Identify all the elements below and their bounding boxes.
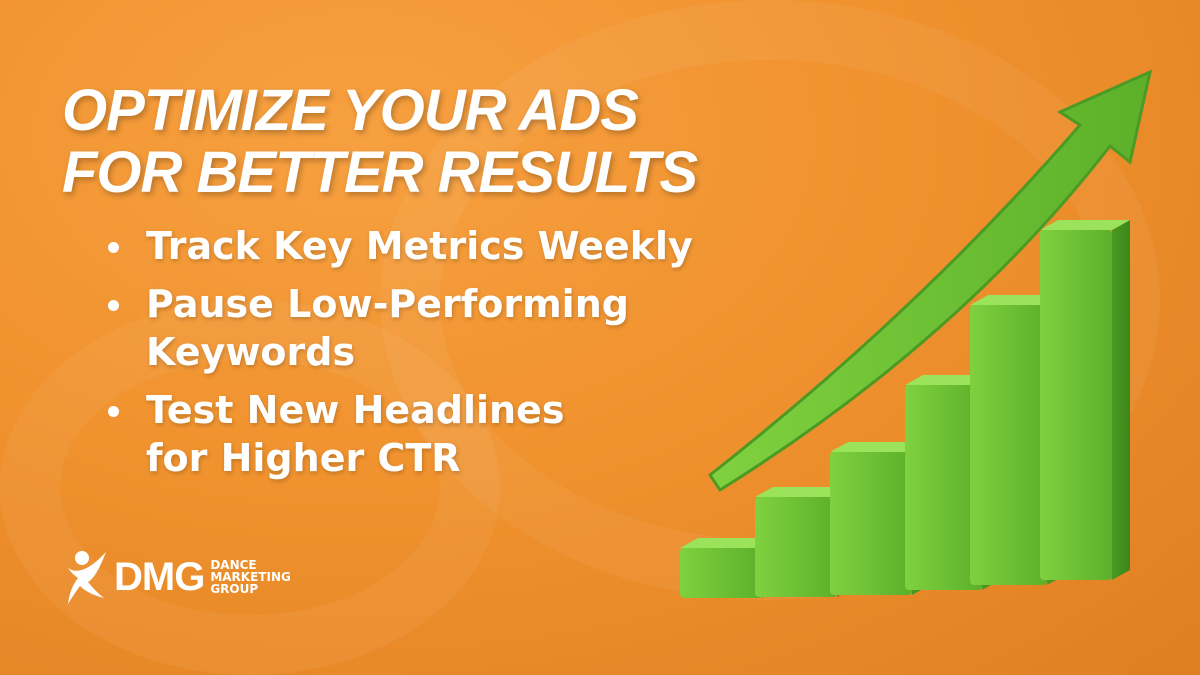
bar xyxy=(905,385,982,590)
list-item: Track Key Metrics Weekly xyxy=(108,222,693,270)
bar xyxy=(970,305,1047,585)
logo-line: MARKETING xyxy=(210,570,291,584)
logo-text: DANCE MARKETING GROUP xyxy=(210,559,291,595)
dmg-logo: DMG DANCE MARKETING GROUP xyxy=(66,548,291,606)
title-line-2: FOR BETTER RESULTS xyxy=(62,140,698,205)
bullet-text: for Higher CTR xyxy=(146,436,461,480)
dancer-icon xyxy=(68,551,106,604)
bar-top xyxy=(1040,220,1130,230)
bullet-text: Pause Low-Performing xyxy=(146,282,629,326)
bullet-text: Track Key Metrics Weekly xyxy=(146,224,693,268)
list-item: Test New Headlines for Higher CTR xyxy=(108,386,693,482)
logo-mark: DMG xyxy=(114,554,205,599)
logo-line: DANCE xyxy=(210,558,257,572)
list-item: Pause Low-Performing Keywords xyxy=(108,280,693,376)
bullet-text: Keywords xyxy=(146,330,356,374)
growth-chart-icon xyxy=(680,69,1153,598)
title-line-1: OPTIMIZE YOUR ADS xyxy=(62,78,639,143)
bar xyxy=(1040,230,1112,580)
bullet-text: Test New Headlines xyxy=(146,388,565,432)
page-title: OPTIMIZE YOUR ADS FOR BETTER RESULTS xyxy=(62,78,698,205)
bar xyxy=(680,548,762,598)
bullet-list: Track Key Metrics Weekly Pause Low-Perfo… xyxy=(108,222,693,492)
logo-line: GROUP xyxy=(210,582,259,596)
arrow-icon xyxy=(707,69,1153,493)
bar xyxy=(755,497,837,597)
bar-side xyxy=(1112,220,1130,580)
bar xyxy=(830,452,912,595)
